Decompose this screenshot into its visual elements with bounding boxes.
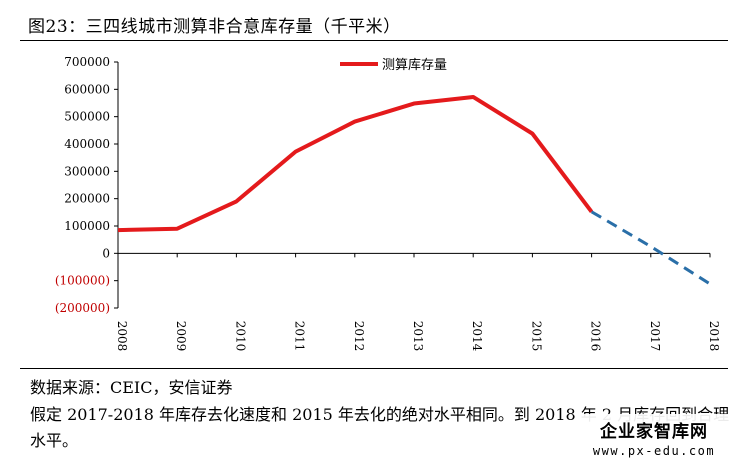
legend-label: 测算库存量: [382, 57, 447, 73]
assumption-note: 假定 2017-2018 年库存去化速度和 2015 年去化的绝对水平相同。到 …: [30, 405, 730, 450]
y-tick-label: 600000: [64, 82, 110, 96]
chart-title: 图23：三四线城市测算非合意库存量（千平米）: [28, 17, 401, 37]
y-tick-label: 200000: [64, 192, 110, 206]
x-tick-label: 2015: [529, 321, 543, 352]
x-tick-label: 2008: [115, 321, 129, 352]
data-source: 数据来源：CEIC，安信证券: [30, 378, 233, 397]
watermark-url: www.px-edu.com: [592, 444, 716, 458]
y-tick-label: 500000: [64, 110, 110, 124]
x-tick-label: 2018: [707, 321, 721, 352]
x-tick-label: 2011: [293, 321, 307, 352]
x-tick-label: 2010: [233, 321, 247, 352]
y-tick-label: 100000: [64, 219, 110, 233]
watermark-name: 企业家智库网: [600, 422, 708, 442]
series-line-2: [590, 210, 711, 286]
x-tick-label: 2013: [411, 321, 425, 352]
x-tick-label: 2017: [648, 321, 662, 352]
y-tick-label: 700000: [64, 55, 110, 69]
y-tick-label: 300000: [64, 164, 110, 178]
y-tick-label: 0: [102, 246, 110, 260]
y-tick-label: (100000): [55, 274, 110, 288]
series-line-1: [117, 94, 594, 233]
y-tick-label: 400000: [64, 137, 110, 151]
title-bar: 图23：三四线城市测算非合意库存量（千平米）: [20, 0, 728, 41]
watermark: 企业家智库网 www.px-edu.com: [579, 414, 729, 458]
x-tick-label: 2009: [174, 321, 188, 352]
y-tick-label: (200000): [55, 301, 110, 315]
x-tick-label: 2016: [589, 321, 603, 352]
x-tick-label: 2012: [352, 321, 366, 352]
bottom-divider: [20, 368, 728, 369]
x-tick-label: 2014: [470, 321, 484, 352]
chart-area: 700000 600000 500000 400000 300000 200000 1000…: [20, 40, 728, 368]
line-chart: 700000 600000 500000 400000 300000 200000 1000…: [55, 55, 721, 352]
